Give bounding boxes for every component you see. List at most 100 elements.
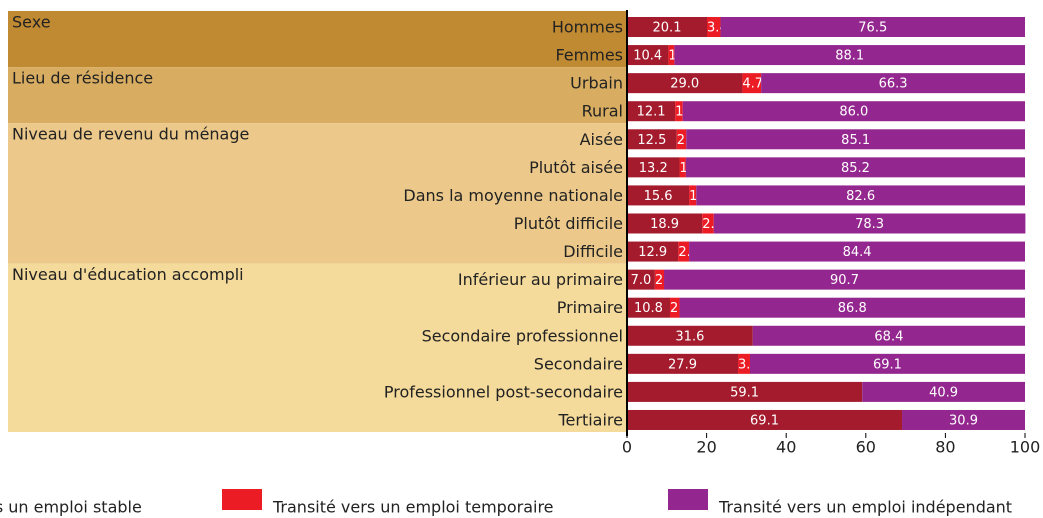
- value-label: 15.6: [644, 189, 673, 204]
- value-label: 29.0: [670, 77, 699, 92]
- category-label: Difficile: [563, 242, 623, 261]
- category-label: Professionnel post-secondaire: [384, 382, 623, 401]
- group-band: [8, 67, 627, 124]
- bar-segment: [627, 129, 677, 150]
- x-tick-label: 80: [935, 438, 955, 457]
- legend-swatch: [222, 489, 262, 510]
- bar-segment: [627, 101, 676, 122]
- group-label: Niveau d'éducation accompli: [12, 265, 244, 284]
- bar-segment: [668, 45, 675, 66]
- bar-segment: [627, 73, 743, 94]
- group-band: [8, 10, 627, 68]
- bar-segment: [686, 129, 1025, 150]
- bar-segment: [862, 381, 1025, 402]
- bar-segment: [664, 269, 1025, 290]
- value-label: 7.0: [631, 273, 652, 288]
- bar-segment: [675, 101, 683, 122]
- category-label: Dans la moyenne nationale: [403, 186, 623, 205]
- bar-segment: [761, 73, 1025, 94]
- category-label: Plutôt difficile: [514, 214, 623, 233]
- value-label: 76.5: [858, 21, 887, 36]
- x-tick-label: 0: [622, 438, 632, 457]
- bar-segment: [627, 17, 707, 37]
- value-label: 30.9: [949, 413, 978, 428]
- bar-segment: [689, 185, 697, 206]
- group-label: Niveau de revenu du ménage: [12, 125, 249, 144]
- value-label: 31.6: [675, 329, 704, 344]
- category-label: Femmes: [555, 46, 623, 65]
- group-label: Sexe: [12, 12, 51, 31]
- value-label: 88.1: [835, 49, 864, 64]
- value-label: 18.9: [650, 217, 679, 232]
- value-label: 85.1: [841, 133, 870, 148]
- value-label: 12.1: [637, 105, 666, 120]
- group-label: Lieu de résidence: [12, 69, 153, 88]
- value-label: 69.1: [750, 413, 779, 428]
- value-label: 20.1: [653, 21, 682, 36]
- bar-segment: [696, 185, 1025, 206]
- bar-segment: [627, 185, 690, 206]
- category-label: Urbain: [570, 74, 623, 93]
- value-label: 78.3: [855, 217, 884, 232]
- bar-segment: [682, 101, 1025, 122]
- value-label: 40.9: [929, 385, 958, 400]
- value-label: 90.7: [830, 273, 859, 288]
- group-band: [8, 263, 627, 433]
- category-label: Aisée: [580, 130, 623, 149]
- bar-segment: [706, 17, 721, 37]
- bar-segment: [679, 297, 1025, 318]
- bar-segment: [669, 297, 680, 318]
- category-label: Inférieur au primaire: [458, 270, 623, 289]
- bar-segment: [902, 409, 1025, 430]
- bar-segment: [679, 157, 686, 178]
- value-label: 85.2: [841, 161, 870, 176]
- category-label: Primaire: [557, 298, 623, 317]
- bar-segment: [689, 241, 1025, 262]
- value-label: 12.9: [638, 245, 667, 260]
- legend-label: Transité vers un emploi temporaire: [272, 498, 554, 517]
- bar-segment: [749, 353, 1025, 374]
- bar-segment: [627, 241, 679, 262]
- value-label: 10.4: [633, 49, 662, 64]
- bar-segment: [627, 325, 753, 346]
- group-band: [8, 123, 627, 264]
- value-label: 59.1: [730, 385, 759, 400]
- category-label: Plutôt aisée: [529, 158, 623, 177]
- bar-segment: [685, 157, 1025, 178]
- x-tick-label: 60: [856, 438, 876, 457]
- legend-label: Transité vers un emploi indépendant: [718, 498, 1012, 517]
- value-label: 13.2: [639, 161, 668, 176]
- category-label: Secondaire: [534, 354, 623, 373]
- bar-segment: [627, 213, 703, 234]
- bar-segment: [654, 269, 665, 290]
- value-label: 82.6: [846, 189, 875, 204]
- bar-segment: [752, 325, 1025, 346]
- bar-segment: [627, 157, 680, 178]
- legend-label: Transité vers un emploi stable: [0, 498, 142, 517]
- bar-segment: [627, 45, 669, 66]
- x-tick-label: 100: [1010, 438, 1041, 457]
- bar-segment: [738, 353, 750, 374]
- bar-segment: [676, 129, 687, 150]
- bar-segment: [627, 409, 903, 430]
- bar-segment: [627, 381, 863, 402]
- category-label: Hommes: [552, 18, 623, 37]
- bar-segment: [720, 17, 1025, 37]
- bar-segment: [674, 45, 1025, 66]
- value-label: 68.4: [874, 329, 903, 344]
- value-label: 12.5: [637, 133, 666, 148]
- bar-segment: [627, 269, 655, 290]
- value-label: 86.0: [839, 105, 868, 120]
- bar-segment: [678, 241, 690, 262]
- bar-segment: [713, 213, 1026, 234]
- value-label: 84.4: [843, 245, 872, 260]
- bar-segment: [627, 353, 739, 374]
- value-label: 69.1: [873, 357, 902, 372]
- x-tick-label: 40: [776, 438, 796, 457]
- value-label: 86.8: [838, 301, 867, 316]
- category-label: Tertiaire: [557, 410, 623, 429]
- value-label: 10.8: [634, 301, 663, 316]
- bar-segment: [627, 297, 670, 318]
- value-label: 4.7: [742, 77, 763, 92]
